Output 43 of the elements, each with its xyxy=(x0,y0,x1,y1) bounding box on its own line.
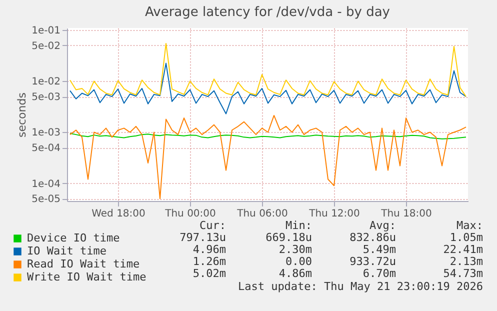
line-series xyxy=(70,114,466,200)
y-tick-label: 5e-03 xyxy=(32,92,60,104)
y-axis-title: seconds xyxy=(16,92,29,138)
legend-label: Device IO time xyxy=(27,232,120,244)
text: 6.70m xyxy=(362,267,396,280)
text: 4.96m xyxy=(192,243,226,256)
text: 0.00 xyxy=(284,255,312,268)
text: Max: xyxy=(456,219,483,232)
text: 5.02m xyxy=(192,267,226,280)
text: 54.73m xyxy=(442,267,483,280)
y-tick-label: 1e-02 xyxy=(32,76,60,88)
line-series xyxy=(70,62,466,114)
x-tick-label: Thu 06:00 xyxy=(236,208,288,220)
y-tick-label: 5e-02 xyxy=(32,40,60,52)
y-tick-label: 5e-05 xyxy=(32,194,60,206)
text: Min: xyxy=(284,219,312,232)
y-tick-label: 5e-04 xyxy=(32,143,60,154)
text: 832.86u xyxy=(348,231,396,244)
text: 933.72u xyxy=(348,255,396,268)
text: Cur: xyxy=(198,219,226,232)
text: 797.13u xyxy=(178,231,226,244)
y-tick-label: 1e-04 xyxy=(32,178,60,190)
y-tick-label: 1e-01 xyxy=(32,26,60,37)
text: 5.49m xyxy=(362,243,396,256)
text: 22.41m xyxy=(442,243,483,256)
text: 1.05m xyxy=(448,231,483,244)
text: 1.26m xyxy=(192,255,226,268)
text: Avg: xyxy=(368,219,396,232)
text: Last update: Thu May 21 23:00:19 2026 xyxy=(236,280,483,293)
x-tick-label: Thu 18:00 xyxy=(380,208,432,220)
x-tick-label: Thu 00:00 xyxy=(164,208,216,220)
text: 669.18u xyxy=(264,231,312,244)
legend-label: Read IO Wait time xyxy=(27,258,140,270)
legend-label: IO Wait time xyxy=(27,244,106,258)
chart-title: Average latency for /dev/vda - by day xyxy=(145,5,390,20)
x-tick-label: Wed 18:00 xyxy=(92,208,146,220)
text: 2.13m xyxy=(448,255,483,268)
y-tick-label: 1e-03 xyxy=(32,128,60,139)
line-series xyxy=(70,42,466,98)
x-tick-label: Thu 12:00 xyxy=(308,208,360,220)
text: 2.30m xyxy=(278,243,312,256)
text: 4.86m xyxy=(278,267,312,280)
legend-label: Write IO Wait time xyxy=(27,270,146,284)
